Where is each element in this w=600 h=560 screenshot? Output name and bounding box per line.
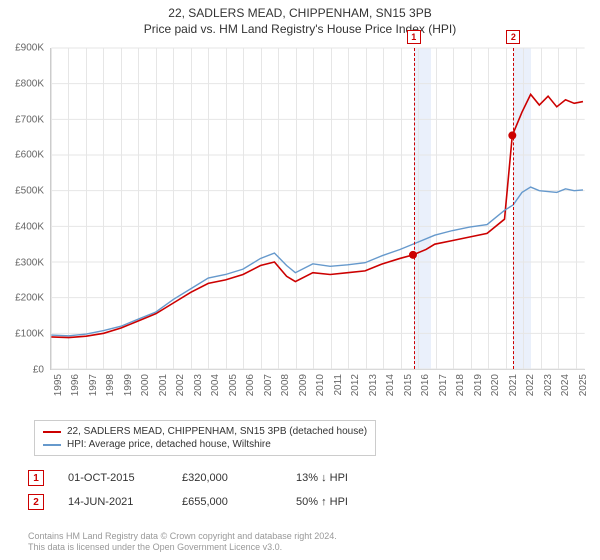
x-tick-label: 2016 <box>420 374 431 396</box>
x-tick-label: 2021 <box>508 374 519 396</box>
x-tick-label: 2003 <box>193 374 204 396</box>
x-tick-label: 2025 <box>578 374 589 396</box>
x-tick-label: 2018 <box>455 374 466 396</box>
event-price: £655,000 <box>182 496 272 508</box>
x-tick-label: 2023 <box>543 374 554 396</box>
x-tick-label: 2019 <box>473 374 484 396</box>
x-tick-label: 2012 <box>350 374 361 396</box>
y-tick-label: £100K <box>15 329 44 340</box>
x-tick-label: 2006 <box>245 374 256 396</box>
event-row: 1 01-OCT-2015 £320,000 13% ↓ HPI <box>28 466 578 490</box>
legend-swatch <box>43 444 61 446</box>
event-id-box: 2 <box>28 494 44 510</box>
x-tick-label: 2015 <box>403 374 414 396</box>
legend-item: 22, SADLERS MEAD, CHIPPENHAM, SN15 3PB (… <box>43 425 367 438</box>
x-tick-label: 2008 <box>280 374 291 396</box>
x-tick-label: 2005 <box>228 374 239 396</box>
series-price_paid <box>51 94 583 337</box>
price-chart: 12 <box>50 48 585 370</box>
x-tick-label: 2007 <box>263 374 274 396</box>
legend-swatch <box>43 431 61 433</box>
legend: 22, SADLERS MEAD, CHIPPENHAM, SN15 3PB (… <box>34 420 376 456</box>
marker-line <box>414 48 415 369</box>
y-tick-label: £300K <box>15 257 44 268</box>
title-address: 22, SADLERS MEAD, CHIPPENHAM, SN15 3PB <box>0 6 600 20</box>
y-tick-label: £500K <box>15 186 44 197</box>
marker-label: 1 <box>407 30 421 44</box>
footer: Contains HM Land Registry data © Crown c… <box>28 531 337 554</box>
marker-label: 2 <box>506 30 520 44</box>
x-tick-label: 2001 <box>158 374 169 396</box>
x-tick-label: 1997 <box>88 374 99 396</box>
events-table: 1 01-OCT-2015 £320,000 13% ↓ HPI 2 14-JUN-202… <box>28 466 578 514</box>
x-tick-label: 2002 <box>175 374 186 396</box>
y-tick-label: £900K <box>15 43 44 54</box>
x-tick-label: 1995 <box>53 374 64 396</box>
event-date: 01-OCT-2015 <box>68 472 158 484</box>
event-date: 14-JUN-2021 <box>68 496 158 508</box>
marker-line <box>513 48 514 369</box>
y-tick-label: £800K <box>15 78 44 89</box>
y-tick-label: £700K <box>15 114 44 125</box>
footer-line-1: Contains HM Land Registry data © Crown c… <box>28 531 337 543</box>
y-tick-label: £600K <box>15 150 44 161</box>
x-tick-label: 2022 <box>525 374 536 396</box>
x-tick-label: 2020 <box>490 374 501 396</box>
x-tick-label: 2000 <box>140 374 151 396</box>
legend-label: 22, SADLERS MEAD, CHIPPENHAM, SN15 3PB (… <box>67 426 367 437</box>
x-axis-labels: 1995 1996 1997 1998 1999 2000 2001 2002 2003 2004… <box>50 374 585 416</box>
x-tick-label: 2024 <box>560 374 571 396</box>
y-axis-labels: £0£100K£200K£300K£400K£500K£600K£700K£80… <box>0 48 48 370</box>
event-id-box: 1 <box>28 470 44 486</box>
x-tick-label: 2014 <box>385 374 396 396</box>
y-tick-label: £200K <box>15 293 44 304</box>
x-tick-label: 2011 <box>333 374 344 396</box>
series-hpi <box>51 187 583 336</box>
x-tick-label: 2010 <box>315 374 326 396</box>
footer-line-2: This data is licensed under the Open Gov… <box>28 542 337 554</box>
marker-dot <box>508 131 516 139</box>
x-tick-label: 1998 <box>105 374 116 396</box>
legend-label: HPI: Average price, detached house, Wilt… <box>67 439 271 450</box>
x-tick-label: 2017 <box>438 374 449 396</box>
x-tick-label: 2009 <box>298 374 309 396</box>
chart-svg <box>51 48 585 369</box>
x-tick-label: 2013 <box>368 374 379 396</box>
x-tick-label: 2004 <box>210 374 221 396</box>
event-delta: 13% ↓ HPI <box>296 472 386 484</box>
legend-item: HPI: Average price, detached house, Wilt… <box>43 438 367 451</box>
x-tick-label: 1996 <box>70 374 81 396</box>
event-delta: 50% ↑ HPI <box>296 496 386 508</box>
event-price: £320,000 <box>182 472 272 484</box>
x-tick-label: 1999 <box>123 374 134 396</box>
event-row: 2 14-JUN-2021 £655,000 50% ↑ HPI <box>28 490 578 514</box>
y-tick-label: £0 <box>33 365 44 376</box>
y-tick-label: £400K <box>15 221 44 232</box>
